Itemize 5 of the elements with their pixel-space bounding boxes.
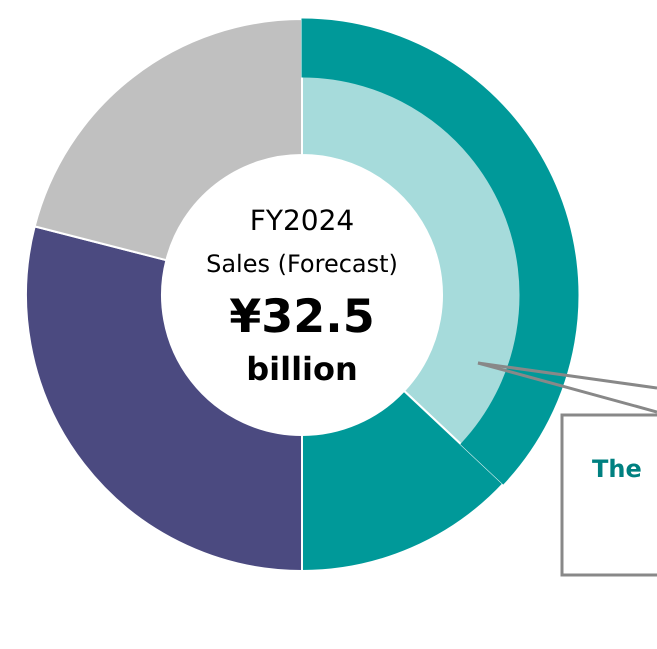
- text: The: [592, 455, 642, 483]
- text: billion: [246, 350, 358, 388]
- text: Sales (Forecast): [206, 250, 398, 278]
- text: ¥32.5: [229, 289, 375, 343]
- text: FY2024: [250, 204, 354, 237]
